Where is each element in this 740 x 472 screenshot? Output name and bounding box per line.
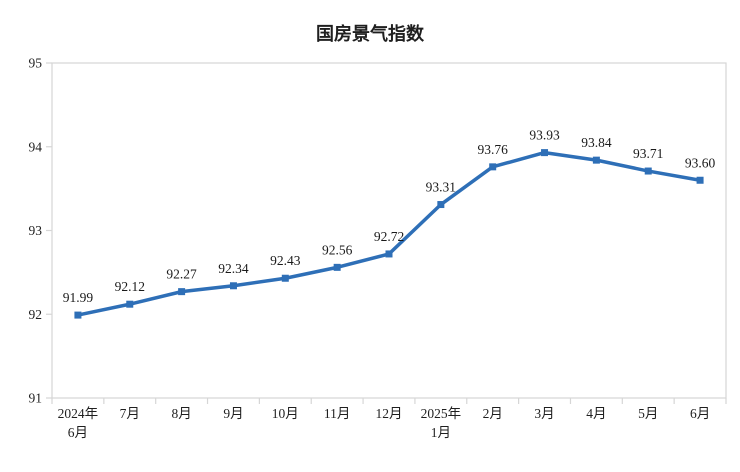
- y-axis-label: 94: [29, 139, 43, 154]
- data-point-label: 92.27: [166, 267, 197, 282]
- x-axis-label: 6月: [690, 406, 710, 421]
- data-point-marker: [437, 201, 445, 209]
- x-axis-label: 5月: [638, 406, 658, 421]
- data-point-marker: [126, 300, 134, 308]
- y-axis-label: 95: [29, 56, 43, 71]
- x-axis-label: 7月: [120, 406, 140, 421]
- data-point-marker: [333, 263, 341, 271]
- plot-body: 91 92 93 94 95 2024年 6月 7月 8月 9月 10月 11月 12月 2025年 1月 2…: [29, 56, 727, 440]
- data-point-label: 93.84: [581, 135, 612, 150]
- x-axis-label: 2024年: [58, 406, 99, 421]
- data-point-label: 93.31: [426, 180, 456, 195]
- data-point-label: 91.99: [63, 290, 94, 305]
- x-axis-label: 12月: [376, 406, 403, 421]
- x-axis-label: 2月: [483, 406, 503, 421]
- chart-title: 国房景气指数: [316, 23, 425, 44]
- data-point-label: 93.71: [633, 146, 663, 161]
- x-axis-label: 9月: [223, 406, 243, 421]
- data-point-label: 92.43: [270, 253, 301, 268]
- y-axis-label: 93: [29, 223, 43, 238]
- data-point-label: 93.76: [478, 142, 509, 157]
- data-point-label: 92.56: [322, 242, 353, 257]
- x-axis-label: 10月: [272, 406, 299, 421]
- data-point-marker: [696, 176, 704, 184]
- data-point-marker: [541, 149, 549, 157]
- data-point-marker: [489, 163, 497, 171]
- x-axis-label: 6月: [68, 425, 88, 440]
- data-point-marker: [385, 250, 393, 258]
- data-point-label: 92.72: [374, 229, 404, 244]
- x-axis-label: 1月: [431, 425, 451, 440]
- data-point-marker: [178, 288, 186, 296]
- x-axis-label: 11月: [324, 406, 351, 421]
- data-point-marker: [74, 311, 82, 319]
- data-point-label: 93.60: [685, 155, 716, 170]
- x-axis-label: 8月: [171, 406, 191, 421]
- y-axis-label: 91: [29, 391, 43, 406]
- x-axis-label: 4月: [586, 406, 606, 421]
- data-point-marker: [281, 274, 289, 282]
- data-point-label: 93.93: [529, 128, 560, 143]
- x-axis-label: 3月: [534, 406, 554, 421]
- data-point-marker: [229, 282, 237, 290]
- data-point-label: 92.12: [115, 279, 145, 294]
- data-point-label: 92.34: [218, 261, 249, 276]
- y-axis-label: 92: [29, 307, 43, 322]
- x-axis-label: 2025年: [421, 406, 462, 421]
- data-point-marker: [592, 156, 600, 164]
- data-point-marker: [644, 167, 652, 175]
